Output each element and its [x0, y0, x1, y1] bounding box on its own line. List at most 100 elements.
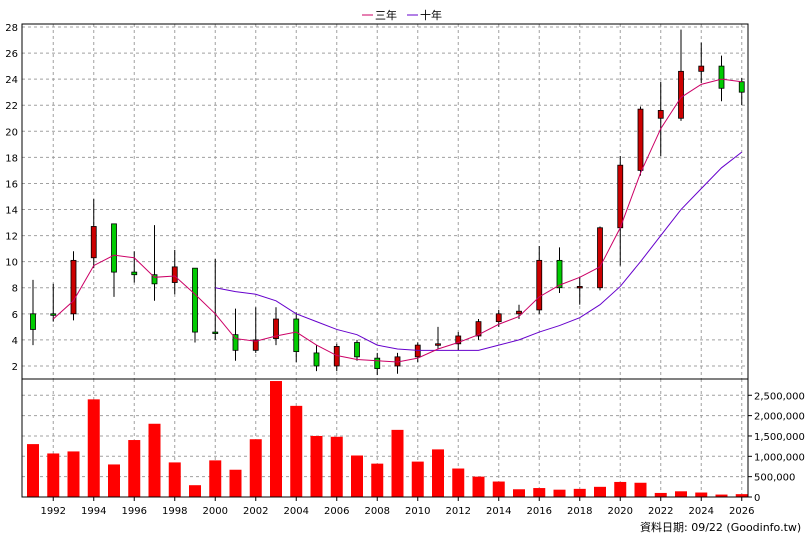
volume-y-tick-label: 2,000,000 [754, 412, 805, 423]
volume-bar [695, 492, 708, 497]
candle-body [698, 65, 705, 72]
candle-2023 [678, 29, 684, 121]
candle-2000 [212, 259, 219, 340]
ma10-line [215, 151, 743, 351]
price-y-tick-label: 18 [5, 153, 18, 164]
candle-body [414, 344, 421, 358]
candle-body [313, 352, 320, 367]
volume-bar [371, 463, 384, 497]
candle-2025 [718, 55, 725, 102]
x-tick-label: 2014 [486, 506, 511, 517]
volume-y-tick-label: 0 [754, 493, 760, 504]
price-y-tick-label: 10 [5, 258, 18, 269]
candle-body [516, 310, 522, 315]
candle-body [192, 267, 198, 333]
price-y-tick-label: 2 [12, 362, 18, 373]
x-tick-label: 2024 [689, 506, 714, 517]
volume-bar [675, 491, 687, 497]
candle-1995 [111, 223, 117, 297]
x-tick-label: 2006 [324, 506, 349, 517]
candle-body [556, 259, 563, 289]
candle-body [738, 81, 745, 93]
candle-body [293, 318, 300, 353]
candle-2022 [657, 81, 664, 157]
x-tick-label: 2012 [446, 506, 471, 517]
candle-1992 [50, 283, 57, 322]
candle-body [617, 164, 624, 229]
candle-1999 [192, 267, 198, 343]
volume-bar [67, 451, 80, 497]
candle-2004 [293, 312, 300, 363]
candle-body [131, 271, 138, 276]
x-tick-label: 2010 [405, 506, 430, 517]
x-tick-label: 2018 [567, 506, 592, 517]
candle-body [597, 227, 603, 289]
legend-label-ma10: 十年 [420, 8, 442, 22]
candle-1997 [151, 225, 158, 301]
volume-bar [513, 489, 525, 497]
candle-body [374, 357, 381, 369]
volume-bar [229, 469, 242, 497]
candle-2002 [252, 307, 259, 353]
price-y-tick-label: 6 [12, 310, 18, 321]
volume-bar [209, 460, 222, 497]
candle-body [151, 274, 158, 285]
x-tick-label: 1996 [122, 506, 147, 517]
candle-2019 [597, 226, 603, 291]
x-tick-label: 1992 [41, 506, 66, 517]
price-y-tick-label: 14 [5, 206, 18, 217]
candle-body [678, 70, 684, 119]
candle-body [232, 334, 239, 351]
volume-bar [27, 444, 39, 497]
volume-bar [573, 488, 586, 497]
volume-bar [168, 462, 181, 497]
volume-bar [594, 486, 606, 497]
volume-bar [472, 476, 485, 497]
candle-body [111, 223, 117, 273]
volume-bar [47, 453, 60, 497]
x-tick-label: 2004 [284, 506, 309, 517]
volume-y-tick-label: 500,000 [754, 473, 795, 484]
volume-bar [249, 439, 262, 497]
candle-body [576, 286, 583, 289]
x-tick-label: 2000 [203, 506, 228, 517]
legend-label-ma3: 三年 [375, 8, 397, 22]
candle-2021 [637, 106, 644, 176]
volume-bar [270, 381, 282, 497]
candle-2013 [475, 319, 482, 340]
volume-bar [432, 449, 444, 497]
candle-2018 [576, 277, 583, 305]
volume-bar [310, 435, 323, 497]
candle-1991 [30, 279, 36, 346]
volume-y-tick-label: 1,000,000 [754, 452, 805, 463]
candle-body [354, 342, 360, 358]
price-y-tick-label: 24 [5, 75, 18, 86]
candle-2005 [313, 345, 320, 372]
volume-bar [533, 488, 546, 497]
volume-bar [148, 423, 161, 497]
volume-y-tick-label: 2,500,000 [754, 391, 805, 402]
source-label: 資料日期: 09/22 (Goodinfo.tw) [640, 520, 801, 534]
candle-1993 [70, 251, 77, 321]
candle-2011 [435, 326, 441, 350]
candle-body [435, 343, 441, 346]
volume-bar [654, 492, 667, 497]
volume-bar [391, 429, 404, 497]
volume-bar [614, 481, 627, 497]
candle-2008 [374, 352, 381, 376]
candle-body [70, 259, 77, 315]
x-tick-label: 2008 [365, 506, 390, 517]
volume-bar [715, 494, 728, 497]
volume-bar [492, 481, 505, 497]
candle-body [455, 335, 462, 345]
x-tick-label: 2026 [729, 506, 754, 517]
candle-body [475, 321, 482, 337]
candle-body [212, 331, 219, 334]
candle-1998 [171, 249, 178, 295]
volume-bar [634, 482, 647, 497]
price-y-tick-label: 28 [5, 23, 18, 34]
volume-bar [351, 455, 363, 497]
volume-panel-frame [21, 378, 749, 498]
x-tick-label: 2020 [608, 506, 633, 517]
